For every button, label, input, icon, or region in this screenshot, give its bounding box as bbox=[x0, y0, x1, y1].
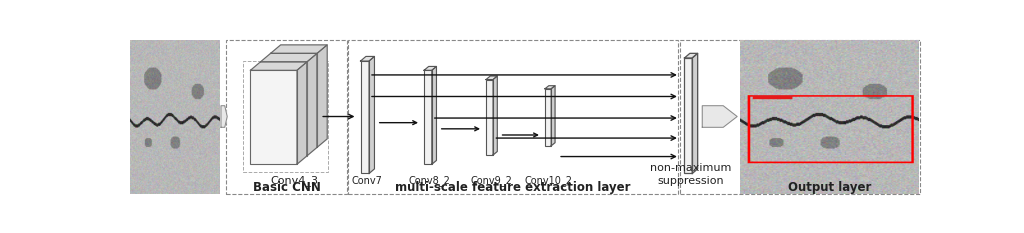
Polygon shape bbox=[432, 66, 436, 164]
Polygon shape bbox=[493, 76, 498, 155]
Bar bbox=[684, 58, 692, 174]
Polygon shape bbox=[251, 62, 307, 70]
Bar bbox=[251, 70, 297, 164]
Polygon shape bbox=[551, 86, 555, 146]
Polygon shape bbox=[684, 53, 697, 58]
Text: Output layer: Output layer bbox=[787, 181, 871, 194]
Bar bbox=[680, 40, 920, 194]
Bar bbox=[243, 61, 328, 172]
Bar bbox=[486, 79, 493, 155]
Polygon shape bbox=[297, 62, 307, 164]
Text: Conv7: Conv7 bbox=[351, 176, 383, 186]
Bar bbox=[424, 70, 432, 164]
Bar bbox=[545, 89, 551, 146]
Polygon shape bbox=[545, 86, 555, 89]
Text: Conv10_2: Conv10_2 bbox=[524, 175, 572, 186]
Polygon shape bbox=[486, 76, 498, 79]
Text: multi-scale feature extraction layer: multi-scale feature extraction layer bbox=[395, 181, 631, 194]
Polygon shape bbox=[702, 106, 737, 127]
Bar bbox=[225, 40, 346, 194]
Polygon shape bbox=[317, 45, 328, 147]
Text: Conv9_2: Conv9_2 bbox=[470, 175, 512, 186]
Polygon shape bbox=[692, 53, 697, 174]
Text: non-maximum
suppression: non-maximum suppression bbox=[650, 163, 732, 186]
Bar bbox=[260, 62, 307, 156]
Polygon shape bbox=[369, 56, 375, 174]
Polygon shape bbox=[307, 53, 317, 156]
Polygon shape bbox=[270, 45, 328, 53]
Bar bbox=[348, 40, 678, 194]
Polygon shape bbox=[260, 53, 317, 62]
Text: Conv8_2: Conv8_2 bbox=[409, 175, 451, 186]
Polygon shape bbox=[221, 106, 227, 127]
Bar bbox=[270, 53, 317, 147]
Polygon shape bbox=[360, 56, 375, 61]
Polygon shape bbox=[424, 66, 436, 70]
Bar bbox=[360, 61, 369, 174]
Text: Conv4_3: Conv4_3 bbox=[270, 175, 318, 186]
Text: Basic CNN: Basic CNN bbox=[253, 181, 321, 194]
